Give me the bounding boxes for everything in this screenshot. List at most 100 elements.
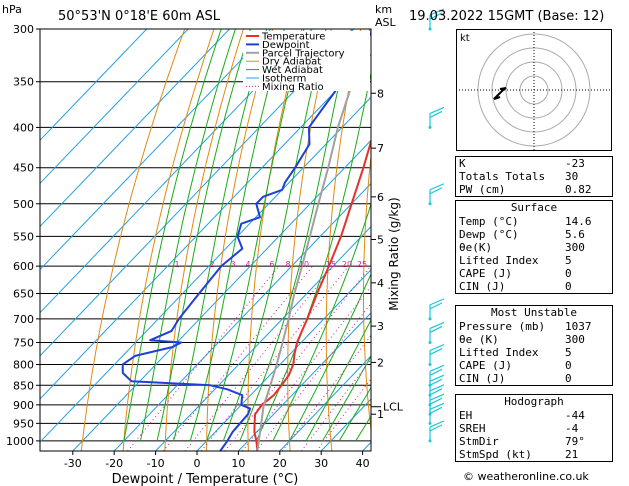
mixing-ratio-tick-label: 6 (269, 260, 274, 269)
plot-frame (39, 28, 372, 452)
datetime: 19.03.2022 15GMT (Base: 12) (409, 9, 604, 24)
mixing-ratio-tick-label: 20 (342, 260, 352, 269)
row-label: CIN (J) (459, 280, 506, 293)
wind-barbs (428, 8, 445, 443)
mixing-ratio-tick-label: 15 (326, 260, 336, 269)
indices-table: K -23 Totals Totals 30 PW (cm) 0.82 (455, 156, 613, 197)
table-row: Lifted Index 5 (456, 346, 612, 359)
isotherm (40, 29, 148, 141)
mixing-ratio-line (281, 334, 371, 451)
hodograph-unit-label: kt (460, 33, 470, 44)
dry-adiabat (164, 29, 244, 451)
hodograph-table: Hodograph EH -44 SREH -4 StmDir 79° StmS… (455, 394, 613, 462)
x-axis-label: Dewpoint / Temperature (°C) (112, 472, 299, 486)
wind-barb-base (428, 403, 432, 407)
row-label: Lifted Index (459, 346, 539, 359)
isotherm (40, 53, 371, 400)
wind-barb-flag (429, 384, 445, 392)
temperature-line (253, 138, 371, 451)
table-title: Surface (510, 201, 558, 214)
y-tick-label: 1000 (6, 435, 34, 448)
wet-adiabat (255, 70, 371, 442)
row-label: CAPE (J) (459, 267, 512, 280)
wet-adiabat (272, 202, 371, 442)
hpa-label: hPa (2, 3, 22, 16)
wind-barb-flag (429, 302, 443, 310)
row-value: -44 (565, 409, 585, 422)
lcl-label: LCL (383, 401, 404, 414)
legend-box (243, 31, 370, 91)
isotherm (279, 355, 371, 451)
table-row: Temp (°C) 14.6 (456, 215, 612, 228)
row-value: 30 (565, 170, 579, 183)
hodograph-trace (493, 87, 507, 100)
x-tick-label: 30 (314, 457, 328, 470)
wind-barb-flag (429, 12, 443, 20)
isotherm (40, 29, 313, 314)
mixing-ratio-tick-label: 1 (174, 260, 179, 269)
legend-item: Mixing Ratio (262, 82, 324, 93)
wind-barb-flag (429, 348, 443, 356)
wind-barb-flag (429, 368, 443, 376)
isotherm (40, 96, 371, 443)
y-tick-label: 550 (13, 230, 34, 243)
wind-barb-base (428, 393, 432, 397)
mixing-ratio-tick-label: 4 (245, 260, 250, 269)
wind-barb-flag (429, 364, 445, 372)
mixing-ratio-tick-label: 2 (209, 260, 214, 269)
row-value: 0.82 (565, 183, 592, 196)
dry-adiabat (80, 29, 186, 451)
table-row: CAPE (J) 0 (456, 359, 612, 372)
dewpoint-line (121, 31, 371, 451)
legend-item: Dry Adiabat (262, 57, 321, 68)
legend-item: Parcel Trajectory (262, 48, 345, 59)
x-tick-label: 40 (356, 457, 370, 470)
wind-barb-base (428, 421, 432, 425)
y-tick-label: 650 (13, 288, 34, 301)
table-row: CIN (J) 0 (456, 372, 612, 385)
wet-adiabat (123, 29, 222, 441)
dry-adiabat (625, 29, 629, 451)
wind-barb-base (428, 439, 432, 443)
table-row: CIN (J) 0 (456, 280, 612, 293)
x-tick-label: -20 (105, 457, 123, 470)
wind-barb-base (428, 383, 432, 387)
row-label: Totals Totals (459, 170, 546, 183)
wind-barb-flag (429, 374, 445, 382)
wind-barb-flag (429, 343, 445, 352)
mixing-ratio-tick-label: 3 (230, 260, 235, 269)
asl-label: ASL (375, 16, 397, 29)
legend-item: Temperature (261, 32, 325, 43)
surface-table: Surface Temp (°C) 14.6 Dewp (°C) 5.6 θe(… (455, 200, 613, 294)
y-tick-label: 500 (13, 198, 34, 211)
wind-barb-flag (429, 393, 445, 401)
x-tick-label: -30 (64, 457, 82, 470)
y-tick-label: 750 (13, 336, 34, 349)
dry-adiabat (122, 29, 215, 451)
row-label: StmDir (459, 435, 499, 448)
km-tick-label: 6 (377, 191, 384, 204)
isotherm (155, 225, 371, 451)
km-label: km (375, 3, 392, 16)
parcel-trajectory-line (256, 29, 371, 451)
km-tick-label: 2 (377, 356, 384, 369)
table-row: SREH -4 (456, 422, 612, 435)
table-row: PW (cm) 0.82 (456, 183, 612, 196)
row-label: Pressure (mb) (459, 320, 546, 333)
wet-adiabat (239, 29, 352, 442)
row-value: 5.6 (565, 228, 585, 241)
y-tick-label: 800 (13, 359, 34, 372)
mixing-ratio-tick-label: 8 (285, 260, 290, 269)
km-tick-label: 8 (377, 87, 384, 100)
row-label: K (459, 157, 466, 170)
wind-barb-flag (429, 397, 443, 405)
row-label: θe(K) (459, 241, 493, 254)
x-tick-label: -10 (147, 457, 165, 470)
y-tick-label: 350 (13, 76, 34, 89)
km-tick-label: 5 (377, 233, 384, 246)
table-row: Totals Totals 30 (456, 170, 612, 183)
y-tick-label: 300 (13, 23, 34, 36)
wet-adiabat (289, 272, 371, 442)
isotherm (238, 312, 371, 451)
